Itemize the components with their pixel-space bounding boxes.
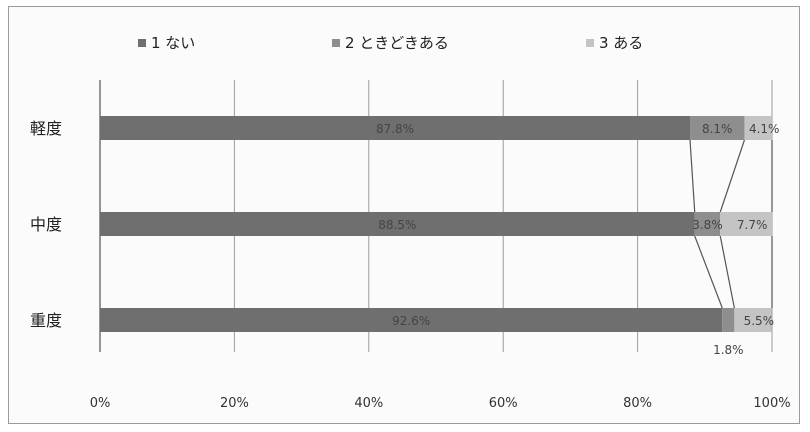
legend-label-2: 3 ある	[599, 34, 643, 52]
series-line-1-1	[719, 235, 735, 309]
data-label-2-1: 1.8%	[713, 343, 744, 357]
data-label-1-1: 3.8%	[692, 218, 723, 232]
bar-0-2	[744, 116, 772, 140]
data-label-0-2: 4.1%	[749, 122, 780, 136]
bar-0-1	[690, 116, 745, 140]
legend-swatch-0	[138, 39, 146, 47]
bar-2-1	[722, 308, 735, 332]
bar-0-0	[100, 116, 691, 140]
series-line-0-0	[689, 139, 696, 213]
x-tick-labels: 0% 20% 40% 60% 80% 100%	[90, 396, 791, 411]
series-line-0-1	[719, 139, 746, 213]
data-labels: 87.8% 8.1% 4.1% 88.5% 3.8% 7.7% 92.6% 1.8% 5.5%	[376, 122, 780, 357]
x-tick-label-5: 100%	[753, 396, 790, 411]
data-label-1-2: 7.7%	[737, 218, 768, 232]
legend: 1 ない 2 ときどきある 3 ある	[138, 34, 643, 52]
category-label-2: 重度	[30, 311, 62, 330]
bar-2-0	[100, 308, 723, 332]
x-tick-label-3: 60%	[489, 396, 518, 411]
x-tick-label-2: 40%	[354, 396, 383, 411]
data-label-1-0: 88.5%	[378, 218, 416, 232]
data-label-2-2: 5.5%	[744, 314, 775, 328]
series-lines	[689, 139, 773, 309]
legend-swatch-2	[586, 39, 594, 47]
bar-1-0	[100, 212, 695, 236]
data-label-0-1: 8.1%	[702, 122, 733, 136]
legend-label-1: 2 ときどきある	[345, 34, 449, 52]
x-tick-label-0: 0%	[90, 396, 111, 411]
category-label-1: 中度	[30, 215, 62, 234]
bar-2-2	[734, 308, 772, 332]
category-label-0: 軽度	[30, 119, 62, 138]
x-tick-label-1: 20%	[220, 396, 249, 411]
legend-swatch-1	[332, 39, 340, 47]
bars	[100, 116, 772, 332]
legend-label-0: 1 ない	[151, 34, 195, 52]
bar-1-2	[720, 212, 772, 236]
x-tick-label-4: 80%	[623, 396, 652, 411]
data-label-2-0: 92.6%	[392, 314, 430, 328]
bar-1-1	[694, 212, 721, 236]
series-line-1-0	[694, 235, 723, 309]
data-label-0-0: 87.8%	[376, 122, 414, 136]
